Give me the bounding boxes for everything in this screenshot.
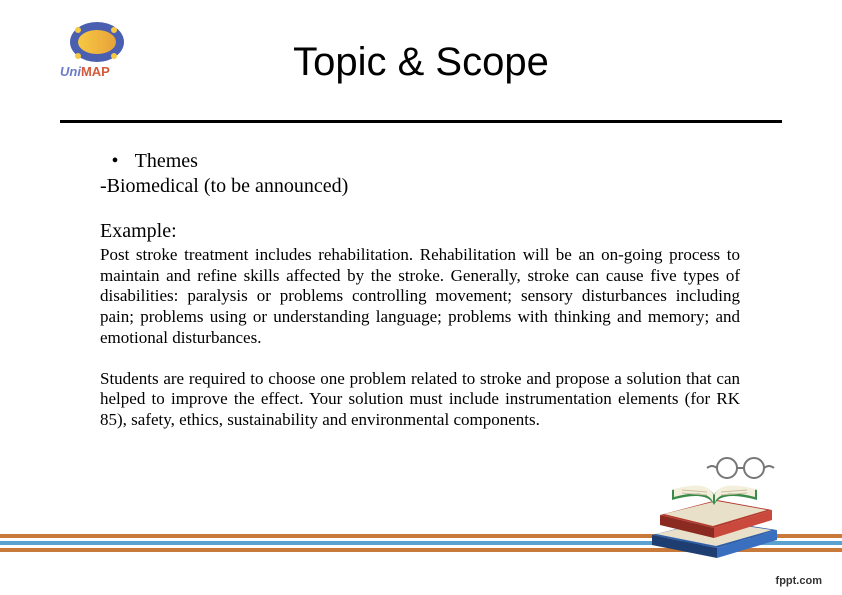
paragraph-1: Post stroke treatment includes rehabilit… <box>100 245 740 349</box>
example-label: Example: <box>100 220 740 243</box>
bullet-themes: • Themes <box>100 150 740 173</box>
content-area: • Themes -Biomedical (to be announced) E… <box>100 150 740 451</box>
slide: UniMAP Topic & Scope • Themes -Biomedica… <box>0 0 842 595</box>
footer-credit: fppt.com <box>776 575 822 587</box>
title-divider <box>60 120 782 123</box>
themes-subline: -Biomedical (to be announced) <box>100 175 740 198</box>
paragraph-2: Students are required to choose one prob… <box>100 369 740 431</box>
bullet-marker: • <box>100 150 130 173</box>
page-title: Topic & Scope <box>0 40 842 85</box>
bullet-label: Themes <box>135 150 198 172</box>
books-illustration <box>642 450 792 560</box>
